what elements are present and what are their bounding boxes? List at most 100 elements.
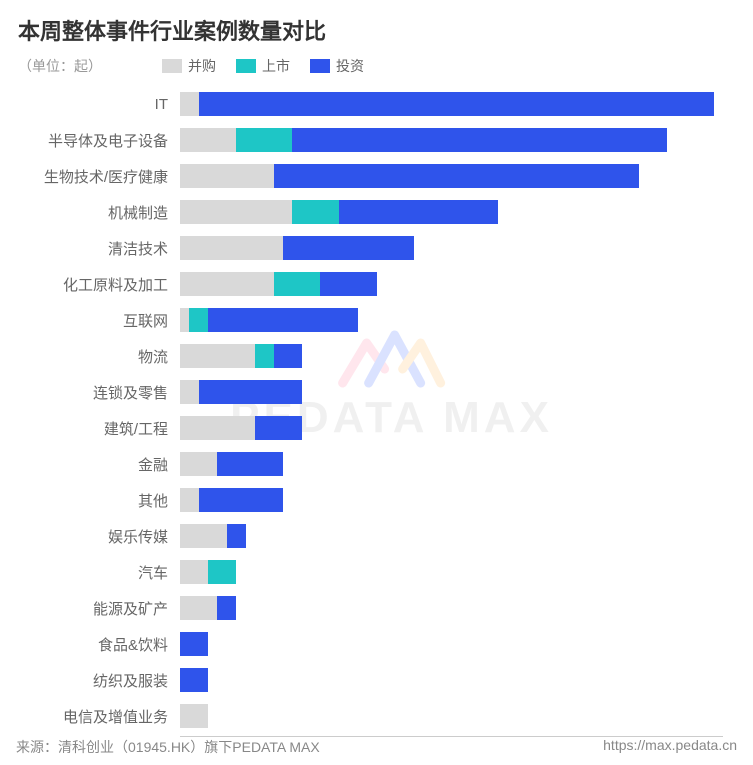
category-label: 互联网: [0, 310, 180, 331]
category-label: 纺织及服装: [0, 670, 180, 691]
bar-seg-ipo: [274, 272, 321, 296]
category-label: 建筑/工程: [0, 418, 180, 439]
bar-track: [180, 596, 723, 620]
category-label: 娱乐传媒: [0, 526, 180, 547]
bar-row: 机械制造: [0, 194, 723, 230]
bar-track: [180, 92, 723, 116]
bar-seg-inv: [180, 632, 208, 656]
bar-row: 互联网: [0, 302, 723, 338]
bar-track: [180, 416, 723, 440]
bar-row: 半导体及电子设备: [0, 122, 723, 158]
bar-track: [180, 380, 723, 404]
bar-track: [180, 632, 723, 656]
bar-track: [180, 524, 723, 548]
legend-label: 并购: [188, 56, 216, 76]
source-url: https://max.pedata.cn: [603, 737, 737, 757]
category-label: 金融: [0, 454, 180, 475]
bar-seg-inv: [283, 236, 414, 260]
bar-seg-inv: [180, 668, 208, 692]
bar-seg-inv: [217, 596, 236, 620]
bar-seg-ipo: [236, 128, 292, 152]
bar-row: 金融: [0, 446, 723, 482]
bar-seg-inv: [274, 164, 639, 188]
bar-seg-ipo: [292, 200, 339, 224]
bar-track: [180, 272, 723, 296]
bar-seg-inv: [292, 128, 666, 152]
bar-row: 食品&饮料: [0, 626, 723, 662]
bar-track: [180, 308, 723, 332]
category-label: 连锁及零售: [0, 382, 180, 403]
category-label: IT: [0, 96, 180, 113]
bar-seg-acq: [180, 560, 208, 584]
bar-seg-inv: [208, 308, 358, 332]
bar-track: [180, 164, 723, 188]
bar-seg-acq: [180, 524, 227, 548]
category-label: 食品&饮料: [0, 634, 180, 655]
legend-swatch: [162, 59, 182, 73]
bar-row: 其他: [0, 482, 723, 518]
bar-seg-acq: [180, 380, 199, 404]
category-label: 半导体及电子设备: [0, 130, 180, 151]
bar-track: [180, 560, 723, 584]
category-label: 能源及矿产: [0, 598, 180, 619]
bar-row: 连锁及零售: [0, 374, 723, 410]
bar-track: [180, 200, 723, 224]
bar-seg-inv: [255, 416, 302, 440]
bar-seg-inv: [199, 488, 283, 512]
bar-track: [180, 128, 723, 152]
bar-seg-acq: [180, 416, 255, 440]
bar-seg-inv: [339, 200, 498, 224]
unit-label: （单位：起）: [18, 56, 102, 76]
legend-item: 上市: [236, 56, 290, 76]
subtitle-row: （单位：起） 并购上市投资: [0, 50, 753, 86]
bar-track: [180, 344, 723, 368]
bar-track: [180, 236, 723, 260]
legend-swatch: [310, 59, 330, 73]
category-label: 化工原料及加工: [0, 274, 180, 295]
bar-seg-acq: [180, 164, 274, 188]
bar-seg-inv: [199, 380, 302, 404]
bar-row: 生物技术/医疗健康: [0, 158, 723, 194]
bar-seg-acq: [180, 200, 292, 224]
category-label: 机械制造: [0, 202, 180, 223]
bar-seg-acq: [180, 272, 274, 296]
bar-seg-acq: [180, 92, 199, 116]
chart-title: 本周整体事件行业案例数量对比: [0, 0, 753, 50]
source-text: 来源：清科创业（01945.HK）旗下PEDATA MAX: [16, 737, 320, 757]
bar-seg-acq: [180, 488, 199, 512]
category-label: 清洁技术: [0, 238, 180, 259]
bar-row: 建筑/工程: [0, 410, 723, 446]
bar-seg-acq: [180, 452, 217, 476]
category-label: 电信及增值业务: [0, 706, 180, 727]
bar-track: [180, 704, 723, 728]
category-label: 其他: [0, 490, 180, 511]
legend-swatch: [236, 59, 256, 73]
category-label: 物流: [0, 346, 180, 367]
bar-row: 能源及矿产: [0, 590, 723, 626]
bar-seg-ipo: [208, 560, 236, 584]
bar-seg-inv: [199, 92, 714, 116]
bar-seg-inv: [274, 344, 302, 368]
bar-seg-ipo: [255, 344, 274, 368]
bar-row: 汽车: [0, 554, 723, 590]
bar-row: 纺织及服装: [0, 662, 723, 698]
legend-item: 并购: [162, 56, 216, 76]
bar-seg-inv: [227, 524, 246, 548]
chart-rows: IT 半导体及电子设备生物技术/医疗健康机械制造清洁技术化工原料及加工互联网物流连…: [0, 86, 723, 734]
legend-item: 投资: [310, 56, 364, 76]
bar-seg-acq: [180, 308, 189, 332]
bar-seg-acq: [180, 704, 208, 728]
bar-row: 化工原料及加工: [0, 266, 723, 302]
legend: 并购上市投资: [162, 56, 364, 76]
bar-row: 清洁技术: [0, 230, 723, 266]
footer: 来源：清科创业（01945.HK）旗下PEDATA MAX https://ma…: [0, 737, 753, 757]
bar-track: [180, 668, 723, 692]
bar-row: 电信及增值业务: [0, 698, 723, 734]
chart-area: PEDATA MAX IT半导体及电子设备生物技术/医疗健康机械制造清洁技术化工…: [0, 86, 753, 734]
bar-row: 娱乐传媒: [0, 518, 723, 554]
bar-seg-inv: [217, 452, 283, 476]
bar-seg-acq: [180, 596, 217, 620]
bar-row: IT: [0, 86, 723, 122]
bar-track: [180, 452, 723, 476]
bar-seg-inv: [320, 272, 376, 296]
